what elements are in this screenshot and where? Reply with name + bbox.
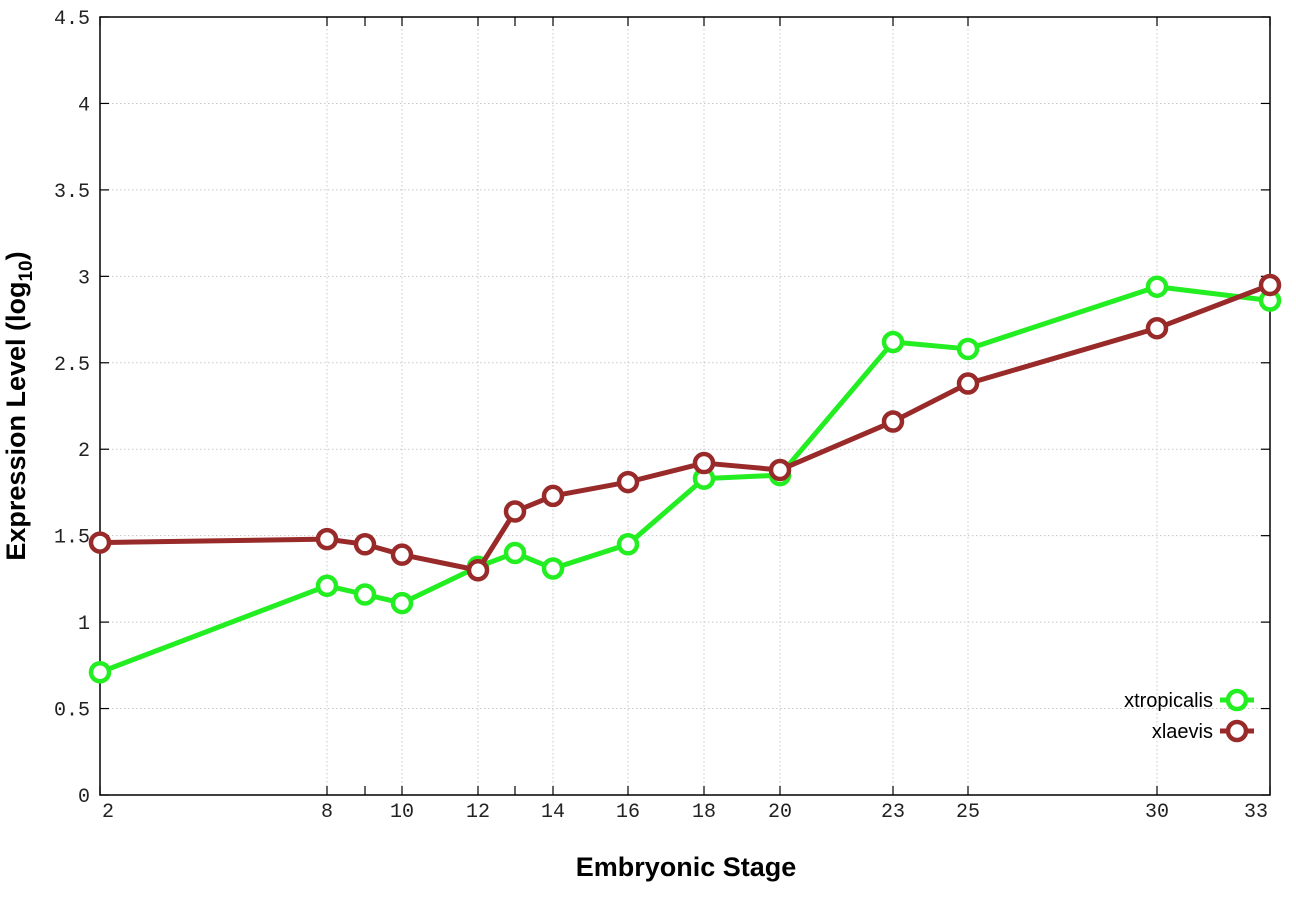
- y-tick-label: 0: [78, 786, 90, 809]
- data-point-xtropicalis: [390, 591, 414, 615]
- data-point-xlaevis: [768, 458, 792, 482]
- y-tick-label: 4.5: [54, 8, 90, 31]
- x-tick-label: 12: [466, 801, 490, 824]
- data-point-xlaevis: [353, 533, 377, 556]
- y-axis-title-subscript: 10: [16, 260, 37, 281]
- series-xlaevis: [88, 273, 1282, 582]
- data-point-xlaevis: [503, 500, 527, 523]
- data-point-xtropicalis: [616, 533, 640, 556]
- y-axis-title-main: Expression Level (log: [1, 282, 31, 561]
- legend: xtropicalis xlaevis: [1124, 688, 1254, 743]
- legend-label-xlaevis: xlaevis: [1152, 721, 1213, 743]
- data-point-xlaevis: [88, 531, 112, 554]
- x-tick-label: 25: [956, 801, 980, 824]
- data-point-xlaevis: [390, 543, 414, 566]
- x-tick-label: 8: [321, 801, 333, 824]
- legend-label-xtropicalis: xtropicalis: [1124, 690, 1213, 712]
- plot-frame: [99, 16, 1271, 796]
- data-point-xlaevis: [616, 470, 640, 494]
- y-tick-label: 1: [78, 613, 90, 636]
- y-tick-label: 2: [78, 440, 90, 463]
- data-point-xtropicalis: [88, 660, 112, 684]
- y-axis-title-close: ): [1, 251, 31, 260]
- data-point-xtropicalis: [956, 337, 980, 361]
- data-point-xlaevis: [956, 372, 980, 395]
- y-tick-label: 2.5: [54, 354, 90, 377]
- x-tick-label: 2: [102, 801, 114, 824]
- y-tick-label: 1.5: [54, 527, 90, 550]
- y-tick-label: 3.5: [54, 181, 90, 204]
- data-point-xtropicalis: [353, 583, 377, 606]
- x-tick-label: 30: [1145, 801, 1169, 824]
- y-tick-label: 3: [78, 267, 90, 290]
- data-point-xlaevis: [1145, 316, 1169, 340]
- x-tick-label: 14: [541, 801, 565, 824]
- y-tick-label: 0.5: [54, 700, 90, 723]
- data-point-xtropicalis: [315, 574, 339, 598]
- data-point-xtropicalis: [503, 541, 527, 565]
- data-point-xlaevis: [1258, 273, 1282, 297]
- x-tick-label: 23: [881, 801, 905, 824]
- x-tick-label: 10: [390, 801, 414, 824]
- data-point-xlaevis: [315, 527, 339, 551]
- x-axis-title: Embryonic Stage: [576, 852, 797, 882]
- data-point-xlaevis: [466, 558, 490, 582]
- x-tick-label: 16: [616, 801, 640, 824]
- x-tick-label: 20: [768, 801, 792, 824]
- y-axis-title: Expression Level (log10): [1, 251, 37, 560]
- data-point-xtropicalis: [881, 330, 905, 354]
- axis-ticks: 0 0.5 1 1.5 2 2.5 3 3.5 4 4.5 2 8 10 12 14 16 18 20 23 25 30…: [54, 8, 1271, 824]
- y-tick-label: 4: [78, 94, 90, 117]
- data-point-xtropicalis: [541, 557, 565, 580]
- legend-marker-xlaevis: [1225, 719, 1249, 743]
- x-tick-label: 33: [1244, 801, 1268, 824]
- series-layer: [88, 273, 1282, 684]
- data-point-xlaevis: [541, 484, 565, 508]
- x-tick-label: 18: [692, 801, 716, 824]
- legend-marker-xtropicalis: [1225, 688, 1249, 712]
- grid: [100, 17, 1270, 795]
- data-point-xlaevis: [692, 451, 716, 475]
- data-point-xlaevis: [881, 410, 905, 433]
- data-point-xtropicalis: [1145, 275, 1169, 298]
